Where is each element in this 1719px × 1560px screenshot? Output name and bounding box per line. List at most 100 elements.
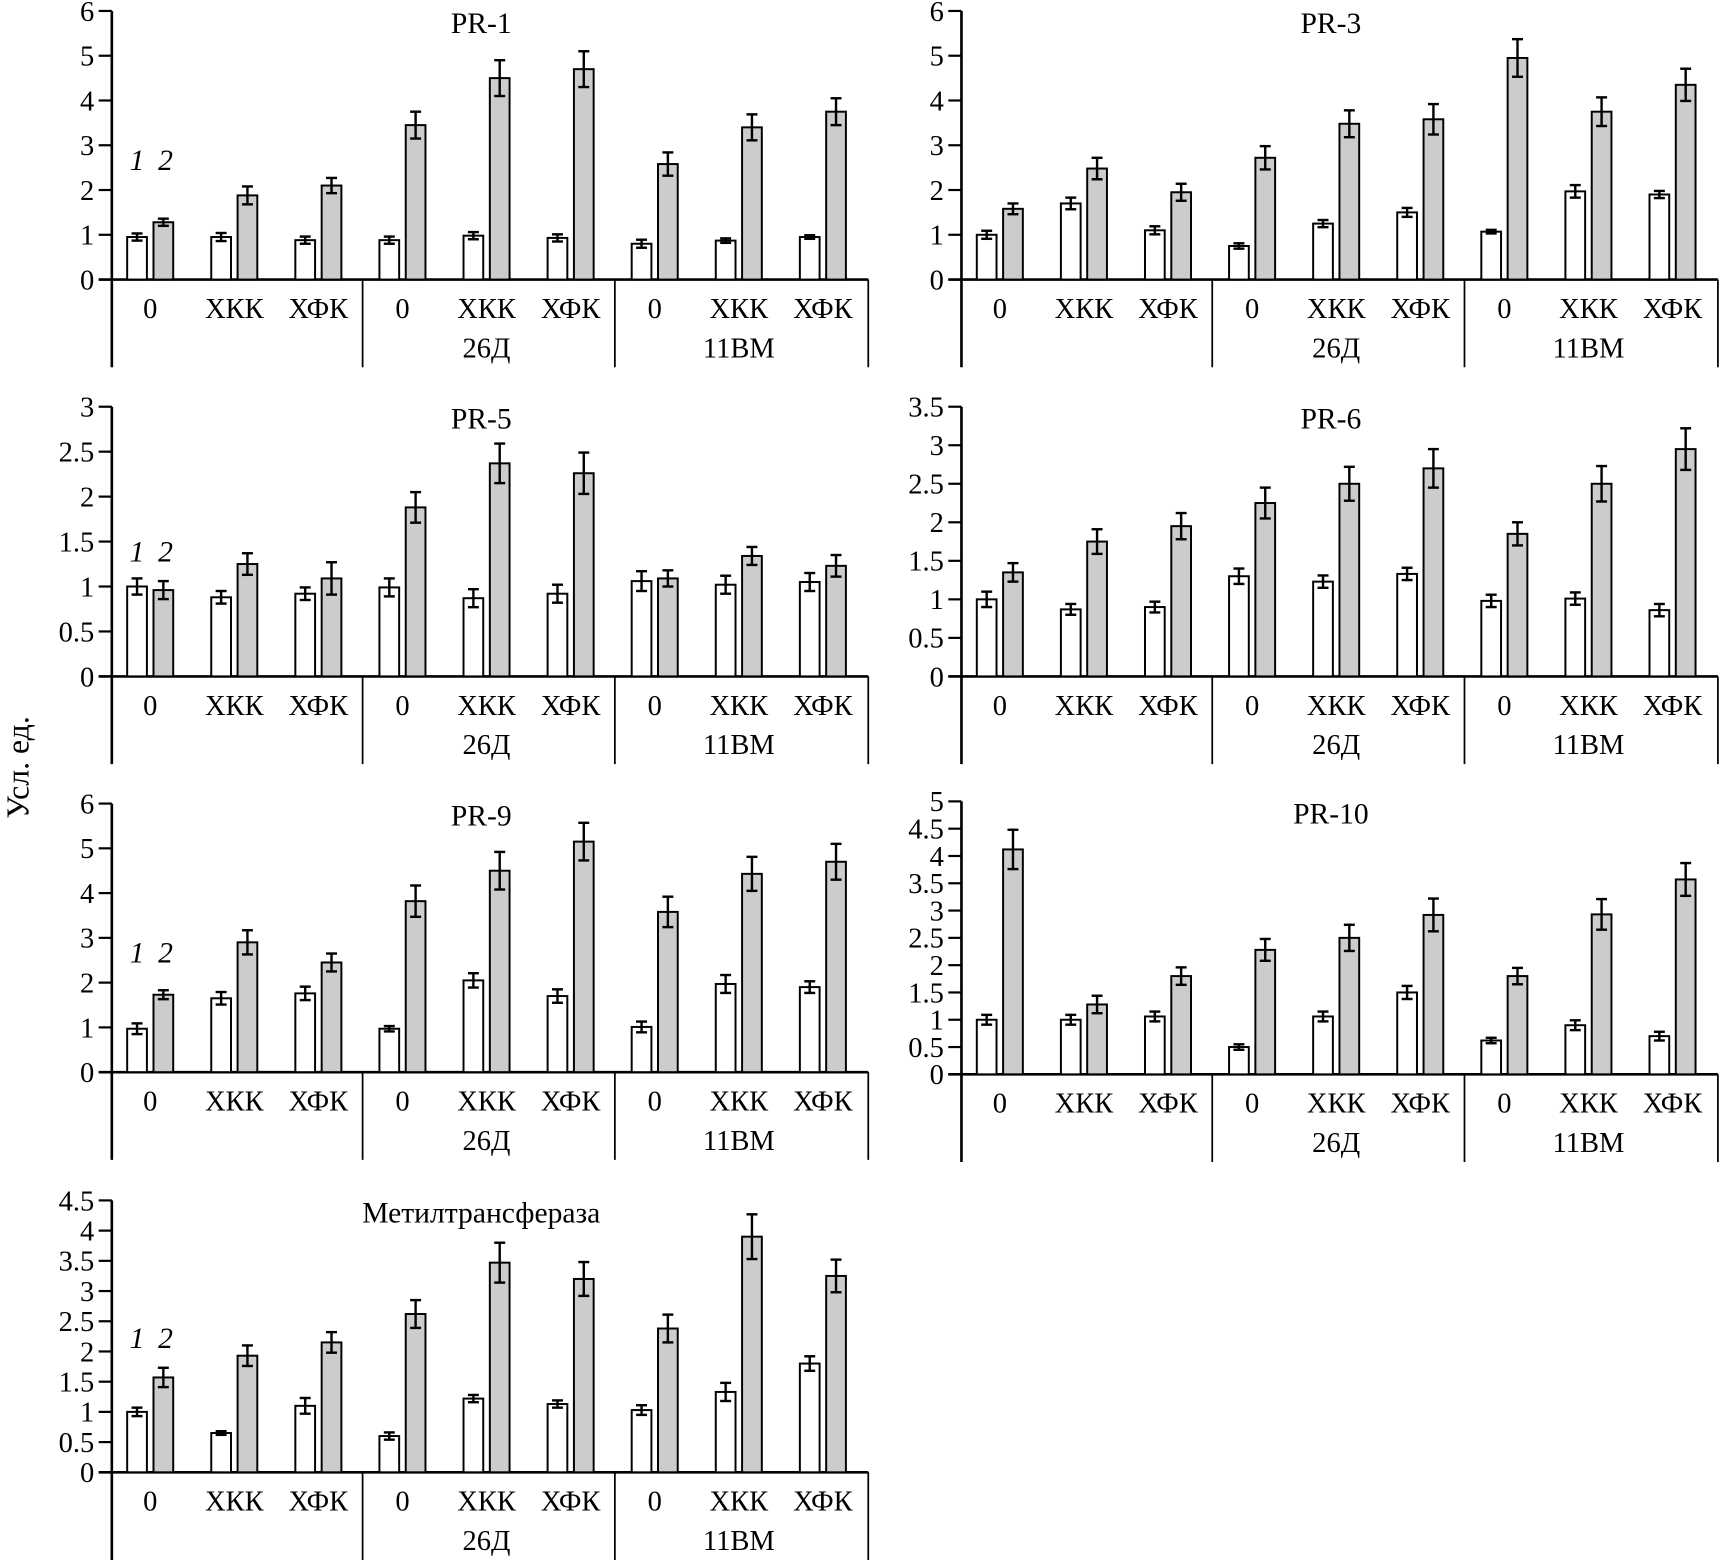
x-tick-label: 0 [1497, 1089, 1511, 1120]
x-tick-label: 0 [1245, 294, 1259, 325]
y-tick-label: 3.5 [908, 869, 944, 900]
y-tick-label: 1.5 [59, 527, 95, 558]
bar-series-1 [1143, 229, 1166, 281]
bar-series-2 [488, 462, 511, 678]
x-tick-label: ХКК [709, 1087, 769, 1118]
y-tick-label: 2.5 [59, 1307, 95, 1338]
bar-series-1 [798, 986, 821, 1074]
legend-series-1: 1 [130, 536, 145, 568]
bar-series-1 [714, 239, 737, 281]
y-tick-label: 3 [930, 896, 944, 927]
y-tick-label: 0.5 [59, 617, 95, 648]
bar-series-1 [798, 581, 821, 678]
x-tick-label: ХКК [205, 691, 265, 722]
y-tick-label: 2.5 [908, 924, 944, 955]
y-tick-label: 4 [80, 1216, 94, 1247]
bar-series-2 [404, 124, 427, 281]
bar-series-1 [378, 586, 401, 678]
y-tick-label: 0 [80, 1458, 94, 1489]
y-tick-label: 4.5 [59, 1186, 95, 1217]
x-tick-label: 0 [648, 1087, 662, 1118]
panel-title: PR-10 [1293, 798, 1369, 830]
y-tick-label: 0 [80, 265, 94, 296]
y-tick-label: 2 [930, 951, 944, 982]
bar-series-1 [714, 1390, 737, 1474]
bar-series-2 [404, 1313, 427, 1474]
x-tick-label: 0 [648, 691, 662, 722]
x-tick-label: 0 [395, 691, 409, 722]
bar-series-1 [210, 1432, 232, 1474]
group-label: 11ВМ [1553, 730, 1625, 761]
group-label: 11ВМ [703, 1126, 775, 1157]
bar-series-2 [825, 110, 847, 281]
y-tick-label: 0.5 [908, 1033, 944, 1064]
bar-series-2 [741, 872, 763, 1074]
panel-title: PR-5 [451, 404, 512, 436]
bar-series-2 [1170, 191, 1193, 281]
bar-series-1 [1312, 222, 1334, 281]
x-tick-label: 0 [1497, 691, 1511, 722]
bar-series-1 [546, 1403, 569, 1474]
bar-series-1 [975, 1018, 998, 1076]
y-tick-label: 3 [80, 1277, 94, 1308]
y-tick-label: 4 [930, 842, 944, 873]
bar-series-2 [572, 472, 595, 678]
bar-series-2 [572, 1277, 595, 1474]
x-tick-label: ХКК [1055, 1089, 1115, 1120]
bar-series-1 [1312, 580, 1334, 678]
bar-series-1 [1059, 1018, 1082, 1076]
y-tick-label: 0 [80, 662, 94, 693]
x-tick-label: ХФК [289, 1487, 350, 1518]
y-tick-label: 0.5 [908, 624, 944, 655]
bar-series-1 [1648, 193, 1671, 281]
x-tick-label: ХКК [709, 1487, 769, 1518]
bar-series-1 [714, 982, 737, 1074]
y-tick-label: 5 [80, 834, 94, 865]
bar-series-2 [1086, 1003, 1108, 1076]
bar-series-2 [1170, 525, 1193, 678]
bar-series-1 [210, 236, 232, 281]
bar-series-1 [1396, 211, 1418, 281]
group-label: 11ВМ [703, 1526, 775, 1557]
bar-series-1 [1143, 1015, 1166, 1076]
bar-series-1 [1480, 599, 1503, 678]
bar-series-2 [152, 221, 175, 281]
y-tick-label: 4 [80, 879, 94, 910]
x-tick-label: ХФК [1643, 1089, 1704, 1120]
bar-series-1 [630, 1409, 653, 1474]
y-tick-label: 3 [930, 431, 944, 462]
bar-series-2 [1086, 167, 1108, 281]
bar-series-2 [572, 840, 595, 1074]
bar-series-2 [488, 869, 511, 1074]
bar-series-2 [1506, 975, 1529, 1076]
bar-series-1 [798, 236, 821, 281]
bar-series-2 [236, 563, 259, 678]
bar-series-1 [630, 1025, 653, 1074]
bar-series-2 [825, 564, 847, 678]
bar-series-2 [152, 1376, 175, 1474]
bar-series-1 [1059, 608, 1082, 678]
bar-series-2 [741, 554, 763, 678]
bar-series-2 [488, 77, 511, 281]
panel-4: 0 0.5 1 1.5 2 2.5 3 3.5 PR-6 0 ХКК ХФК 0 ХКК ХФК 0 ХКК ХФ… [908, 393, 1719, 765]
bar-series-2 [320, 1341, 343, 1474]
group-label: 11ВМ [703, 333, 775, 364]
bar-series-1 [1648, 609, 1671, 678]
bar-series-2 [572, 68, 595, 281]
x-tick-label: ХКК [205, 1487, 265, 1518]
group-label: 11ВМ [1553, 333, 1625, 364]
x-tick-label: 0 [395, 294, 409, 325]
x-tick-label: 0 [993, 294, 1007, 325]
bar-series-2 [741, 1235, 763, 1474]
x-tick-label: ХКК [457, 1487, 517, 1518]
x-tick-label: 0 [143, 691, 157, 722]
x-tick-label: ХКК [1307, 294, 1367, 325]
bar-series-1 [294, 1404, 317, 1474]
bar-series-1 [462, 979, 485, 1074]
x-tick-label: ХКК [457, 691, 517, 722]
y-tick-label: 3 [80, 393, 94, 424]
y-tick-label: 4.5 [908, 815, 944, 846]
